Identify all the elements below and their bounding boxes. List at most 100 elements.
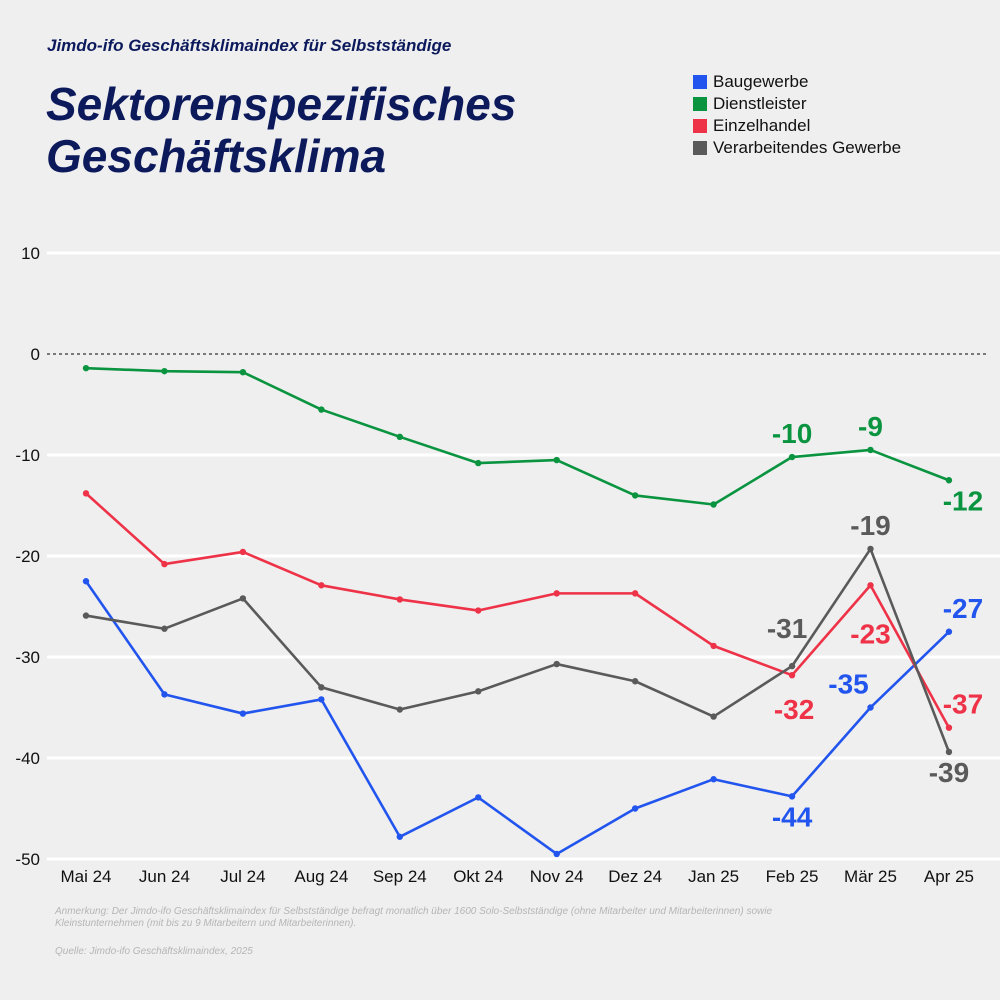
y-tick-label: -40 [15,749,40,768]
legend-swatch [693,75,707,89]
series-line-einzelhandel [85,492,951,729]
data-point-verarbeitendes-gewerbe [396,706,403,713]
legend-item-einzelhandel: Einzelhandel [693,115,901,137]
y-tick-label: -20 [15,547,40,566]
legend-swatch [693,141,707,155]
y-tick-label: 0 [31,345,40,364]
data-point-verarbeitendes-gewerbe [82,612,90,619]
data-point-baugewerbe [553,850,560,858]
x-tick-label: Jul 24 [220,867,265,886]
data-point-verarbeitendes-gewerbe [475,688,482,695]
title-line-1: Sektorenspezifisches [46,78,517,130]
data-point-verarbeitendes-gewerbe [553,660,560,668]
data-point-verarbeitendes-gewerbe [867,545,874,553]
x-tick-label: Dez 24 [608,867,662,886]
y-tick-label: 10 [21,244,40,263]
data-label-einzelhandel: -32 [774,694,814,725]
data-label-baugewerbe: -35 [828,669,868,700]
legend-item-dienstleister: Dienstleister [693,93,901,115]
data-label-dienstleister: -10 [772,418,812,449]
data-point-baugewerbe [945,628,953,635]
data-point-einzelhandel [631,590,639,597]
data-point-dienstleister [710,501,717,508]
data-point-dienstleister [631,492,639,499]
legend-label: Dienstleister [713,94,807,113]
data-point-einzelhandel [161,560,168,568]
data-point-baugewerbe [318,696,325,703]
data-point-baugewerbe [631,805,639,812]
data-point-baugewerbe [161,691,168,698]
data-point-verarbeitendes-gewerbe [788,662,796,670]
data-point-verarbeitendes-gewerbe [161,625,168,632]
title-line-2: Geschäftsklima [46,130,387,182]
chart-subtitle: Jimdo-ifo Geschäftsklimaindex für Selbst… [47,36,452,55]
data-point-dienstleister [396,433,403,441]
data-point-dienstleister [239,368,247,376]
data-point-baugewerbe [475,794,482,801]
data-point-baugewerbe [239,710,247,717]
data-point-verarbeitendes-gewerbe [318,684,325,691]
data-label-einzelhandel: -23 [850,618,890,649]
data-point-einzelhandel [945,724,953,731]
data-point-dienstleister [82,364,90,372]
legend-item-verarbeitendes-gewerbe: Verarbeitendes Gewerbe [693,137,901,159]
chart-source: Quelle: Jimdo-ifo Geschäftsklimaindex, 2… [55,946,253,957]
chart-note: Anmerkung: Der Jimdo-ifo Geschäftsklimai… [55,906,773,929]
x-tick-label: Aug 24 [294,867,348,886]
data-point-einzelhandel [710,642,717,650]
data-label-dienstleister: -12 [943,485,983,516]
data-label-dienstleister: -9 [858,411,883,442]
x-tick-label: Feb 25 [766,867,819,886]
data-point-dienstleister [945,477,953,484]
y-tick-label: -30 [15,648,40,667]
data-point-einzelhandel [82,490,90,497]
data-point-einzelhandel [475,607,482,614]
data-point-baugewerbe [788,793,796,800]
data-label-verarbeitendes-gewerbe: -19 [850,510,890,541]
data-label-verarbeitendes-gewerbe: -31 [767,613,807,644]
y-tick-label: -50 [15,850,40,869]
x-tick-label: Jan 25 [688,867,739,886]
data-point-dienstleister [318,406,325,413]
legend-swatch [693,119,707,133]
legend-item-baugewerbe: Baugewerbe [693,71,901,93]
data-label-einzelhandel: -37 [943,689,983,720]
x-tick-label: Apr 25 [924,867,974,886]
data-point-dienstleister [867,446,874,454]
data-point-dienstleister [161,367,168,375]
data-point-einzelhandel [239,548,247,556]
data-label-verarbeitendes-gewerbe: -39 [929,757,969,788]
x-tick-label: Sep 24 [373,867,427,886]
legend-label: Verarbeitendes Gewerbe [713,138,902,157]
data-point-dienstleister [788,453,796,461]
data-point-baugewerbe [82,578,90,585]
x-tick-label: Okt 24 [453,867,503,886]
data-label-baugewerbe: -44 [772,801,813,832]
data-point-einzelhandel [788,671,796,679]
data-label-baugewerbe: -27 [943,593,983,624]
x-tick-label: Nov 24 [530,867,584,886]
legend-label: Baugewerbe [713,72,809,91]
data-point-verarbeitendes-gewerbe [710,713,717,720]
data-point-dienstleister [475,459,482,467]
y-tick-label: -10 [15,446,40,465]
data-point-verarbeitendes-gewerbe [239,595,247,602]
series-line-dienstleister [85,366,950,506]
legend: Baugewerbe Dienstleister Einzelhandel Verar… [693,71,901,159]
data-point-einzelhandel [553,590,560,597]
chart-title: Sektorenspezifisches Geschäftsklima [46,78,516,182]
x-tick-label: Jun 24 [139,867,190,886]
data-point-einzelhandel [867,582,874,589]
x-tick-label: Mär 25 [844,867,897,886]
data-point-baugewerbe [710,776,717,783]
series-line-baugewerbe [84,580,950,856]
data-point-dienstleister [553,456,560,464]
data-point-einzelhandel [396,596,403,603]
data-point-einzelhandel [318,582,325,589]
data-point-verarbeitendes-gewerbe [945,748,953,756]
legend-label: Einzelhandel [713,116,811,135]
series-line-verarbeitendes-gewerbe [85,547,951,753]
data-point-baugewerbe [867,704,874,711]
legend-swatch [693,97,707,111]
